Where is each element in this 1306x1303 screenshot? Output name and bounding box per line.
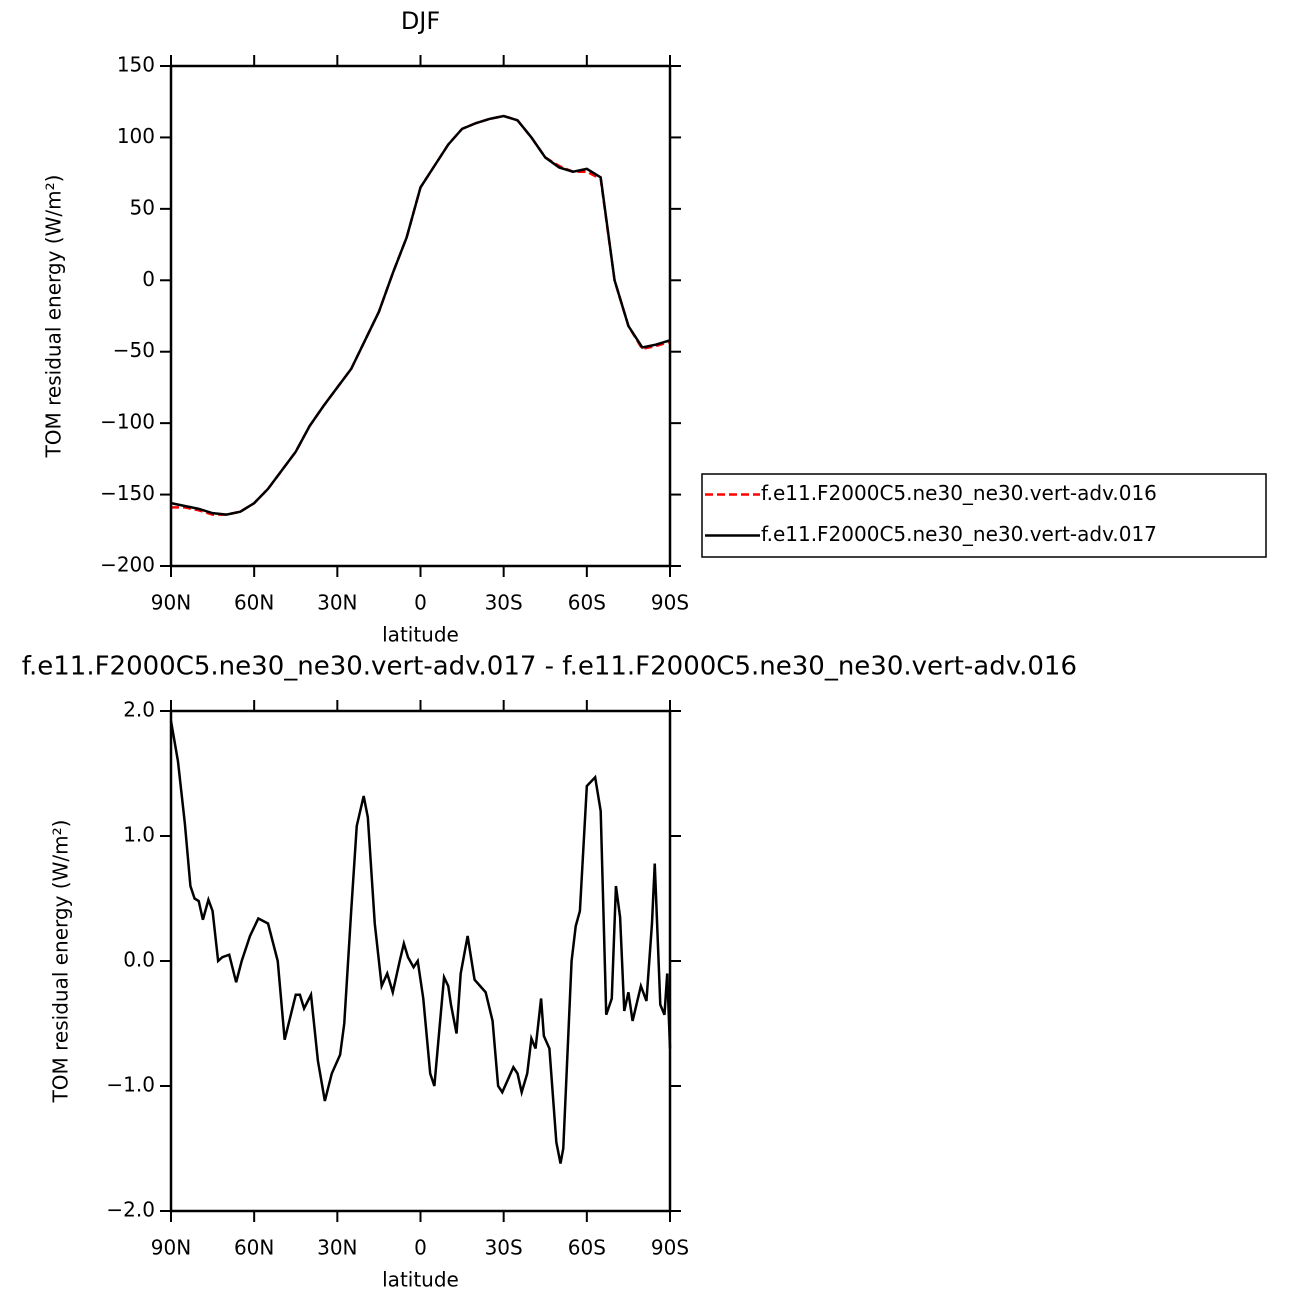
y-tick-label: −2.0	[106, 1198, 155, 1222]
x-tick-label: 60S	[568, 1236, 606, 1260]
data-line	[171, 114, 671, 516]
x-axis-label: latitude	[382, 1268, 459, 1292]
y-tick-label: 100	[117, 124, 155, 148]
chart-title: f.e11.F2000C5.ne30_ne30.vert-adv.017 - f…	[22, 652, 1077, 682]
y-tick-label: 2.0	[123, 698, 155, 722]
y-tick-label: 50	[130, 195, 155, 219]
plot-frame	[169, 64, 672, 568]
x-tick-label: 90S	[651, 591, 689, 615]
x-tick-label: 30S	[485, 591, 523, 615]
data-line	[169, 720, 672, 1164]
plot-frame	[169, 709, 672, 1213]
x-tick-label: 60N	[234, 591, 274, 615]
x-tick-label: 60S	[568, 591, 606, 615]
x-tick-label: 30S	[485, 1236, 523, 1260]
x-tick-label: 90N	[151, 1236, 191, 1260]
x-tick-label: 90S	[651, 1236, 689, 1260]
x-tick-label: 90N	[151, 591, 191, 615]
y-tick-label: 1.0	[123, 823, 155, 847]
y-tick-label: −1.0	[106, 1073, 155, 1097]
legend-label: f.e11.F2000C5.ne30_ne30.vert-adv.017	[761, 522, 1157, 546]
y-axis-label: TOM residual energy (W/m²)	[42, 175, 66, 459]
y-tick-label: 0.0	[123, 948, 155, 972]
y-tick-label: 150	[117, 53, 155, 77]
x-tick-label: 60N	[234, 1236, 274, 1260]
y-tick-label: −150	[100, 481, 155, 505]
y-tick-label: −50	[113, 338, 155, 362]
chart-title: DJF	[401, 7, 440, 35]
y-tick-label: −200	[100, 553, 155, 577]
legend-label: f.e11.F2000C5.ne30_ne30.vert-adv.016	[761, 481, 1157, 505]
y-axis-label: TOM residual energy (W/m²)	[49, 820, 73, 1104]
legend-box	[701, 473, 1267, 558]
data-line	[170, 114, 671, 516]
x-tick-label: 0	[414, 591, 427, 615]
x-tick-label: 30N	[317, 1236, 357, 1260]
x-tick-label: 30N	[317, 591, 357, 615]
y-tick-label: 0	[142, 267, 155, 291]
x-axis-label: latitude	[382, 623, 459, 647]
x-tick-label: 0	[414, 1236, 427, 1260]
y-tick-label: −100	[100, 410, 155, 434]
